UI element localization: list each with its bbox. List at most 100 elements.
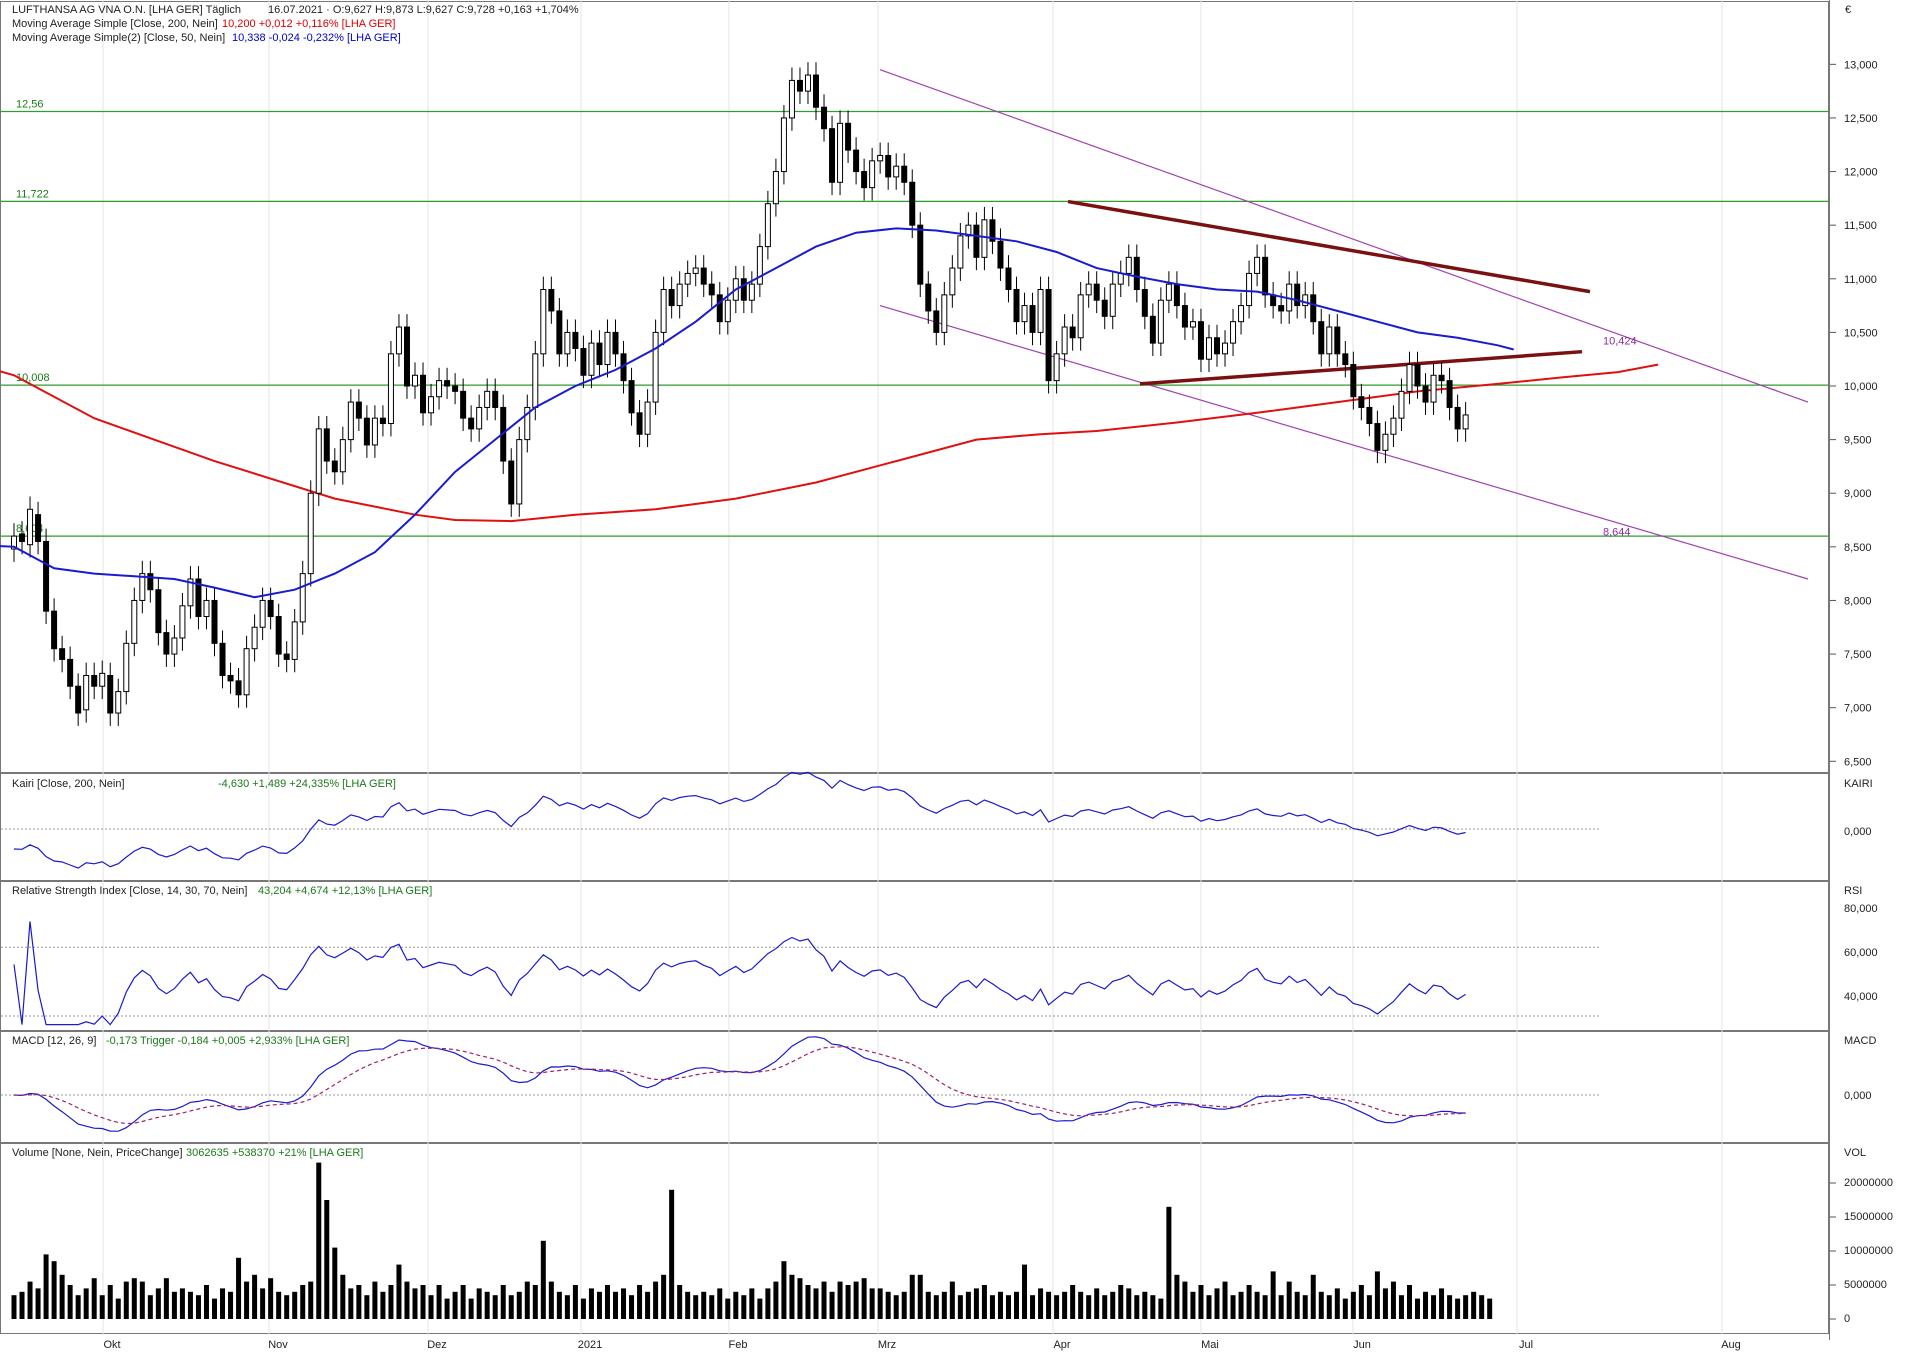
candle-up (788, 79, 795, 119)
candle-up (652, 331, 659, 403)
candle-up (179, 605, 186, 639)
volume-bar (1030, 1295, 1036, 1319)
candle-down (796, 79, 803, 92)
volume-bar (364, 1295, 370, 1319)
volume-bar (989, 1295, 995, 1319)
macd-label: MACD [12, 26, 9] (12, 1035, 96, 1047)
price-tick-label: 12,500 (1844, 113, 1878, 125)
candle-down (708, 283, 715, 296)
volume-bar (332, 1247, 338, 1319)
x-axis-label: Jun (1353, 1339, 1371, 1351)
x-axis-label: Mrz (878, 1339, 896, 1351)
volume-bar (965, 1291, 971, 1319)
candle-down (700, 267, 707, 285)
candle-down (1069, 326, 1076, 339)
volume-bar (548, 1281, 554, 1319)
volume-bar (292, 1291, 298, 1319)
panel-frame (0, 1143, 1829, 1334)
volume-bar (1350, 1291, 1356, 1319)
volume-bar (316, 1162, 322, 1319)
volume-bar (661, 1274, 667, 1319)
volume-bar (1382, 1288, 1388, 1319)
candle-down (1294, 283, 1301, 307)
candle-down (1173, 283, 1180, 307)
candle-down (997, 240, 1004, 269)
candle-up (171, 637, 178, 655)
candle-up (540, 289, 547, 355)
candle-up (869, 160, 876, 189)
volume-bar (404, 1281, 410, 1319)
volume-bar (1182, 1281, 1188, 1319)
candle-down (75, 685, 82, 714)
volume-bar (781, 1261, 787, 1319)
ohlc-readout: 16.07.2021 · O:9,627 H:9,873 L:9,627 C:9… (268, 4, 579, 16)
candle-down (1422, 385, 1429, 403)
candle-up (764, 203, 771, 248)
volume-label: Volume [None, Nein, PriceChange] (12, 1147, 183, 1159)
channel-lower-line (879, 305, 1809, 580)
volume-bar (629, 1295, 635, 1319)
candle-up (1037, 289, 1044, 333)
volume-bar (468, 1298, 474, 1319)
candle-up (243, 648, 250, 696)
candle-down (43, 540, 50, 612)
candle-down (155, 589, 162, 634)
candle-up (187, 578, 194, 607)
candle-down (1197, 321, 1204, 360)
candle-up (1238, 305, 1245, 323)
candle-down (1310, 294, 1317, 323)
triangle-upper-line (1067, 199, 1591, 294)
volume-bar (300, 1285, 306, 1319)
candle-down (989, 219, 996, 242)
candle-down (59, 648, 66, 660)
volume-bar (220, 1288, 226, 1319)
volume-bar (388, 1285, 394, 1319)
rsi-line (13, 921, 1466, 1026)
candle-down (572, 331, 579, 349)
candle-down (917, 224, 924, 285)
candle-down (355, 401, 362, 419)
candle-down (1093, 283, 1100, 301)
candle-down (107, 675, 114, 714)
volume-bar (1278, 1295, 1284, 1319)
x-axis-label: Aug (1721, 1339, 1741, 1351)
volume-bar (1415, 1298, 1420, 1319)
volume-bar (540, 1240, 546, 1319)
candle-down (363, 417, 370, 446)
price-tick-label: 11,000 (1844, 274, 1877, 286)
volume-bar (845, 1285, 851, 1319)
volume-bar (1326, 1295, 1332, 1319)
candle-up (604, 331, 611, 366)
candle-down (331, 460, 338, 473)
candle-down (275, 616, 282, 655)
candle-down (933, 310, 940, 333)
volume-bar (276, 1291, 282, 1319)
candle-down (596, 342, 603, 366)
volume-bar (67, 1285, 73, 1319)
volume-bar (1374, 1271, 1380, 1319)
x-axis-label: Apr (1053, 1339, 1070, 1351)
price-tick-label: 9,500 (1844, 435, 1872, 447)
volume-bar (444, 1298, 450, 1319)
candle-down (67, 658, 74, 687)
candle-up (251, 626, 258, 650)
volume-bar (1142, 1291, 1148, 1319)
candle-up (1222, 342, 1229, 355)
candle-down (740, 278, 747, 301)
volume-bar (572, 1285, 578, 1319)
x-axis-label: Mai (1201, 1339, 1219, 1351)
candle-up (804, 74, 811, 92)
candle-down (323, 428, 330, 462)
candle-up (484, 390, 491, 408)
volume-bar (1487, 1298, 1493, 1319)
volume-bar (43, 1254, 49, 1319)
volume-bar (179, 1288, 185, 1319)
candle-down (1181, 305, 1188, 328)
volume-bar (11, 1295, 17, 1319)
volume-bar (797, 1278, 803, 1319)
volume-bar (1431, 1295, 1437, 1319)
candle-down (420, 374, 427, 414)
volume-bar (1230, 1295, 1236, 1319)
candle-up (1406, 364, 1413, 392)
candle-up (371, 417, 378, 446)
